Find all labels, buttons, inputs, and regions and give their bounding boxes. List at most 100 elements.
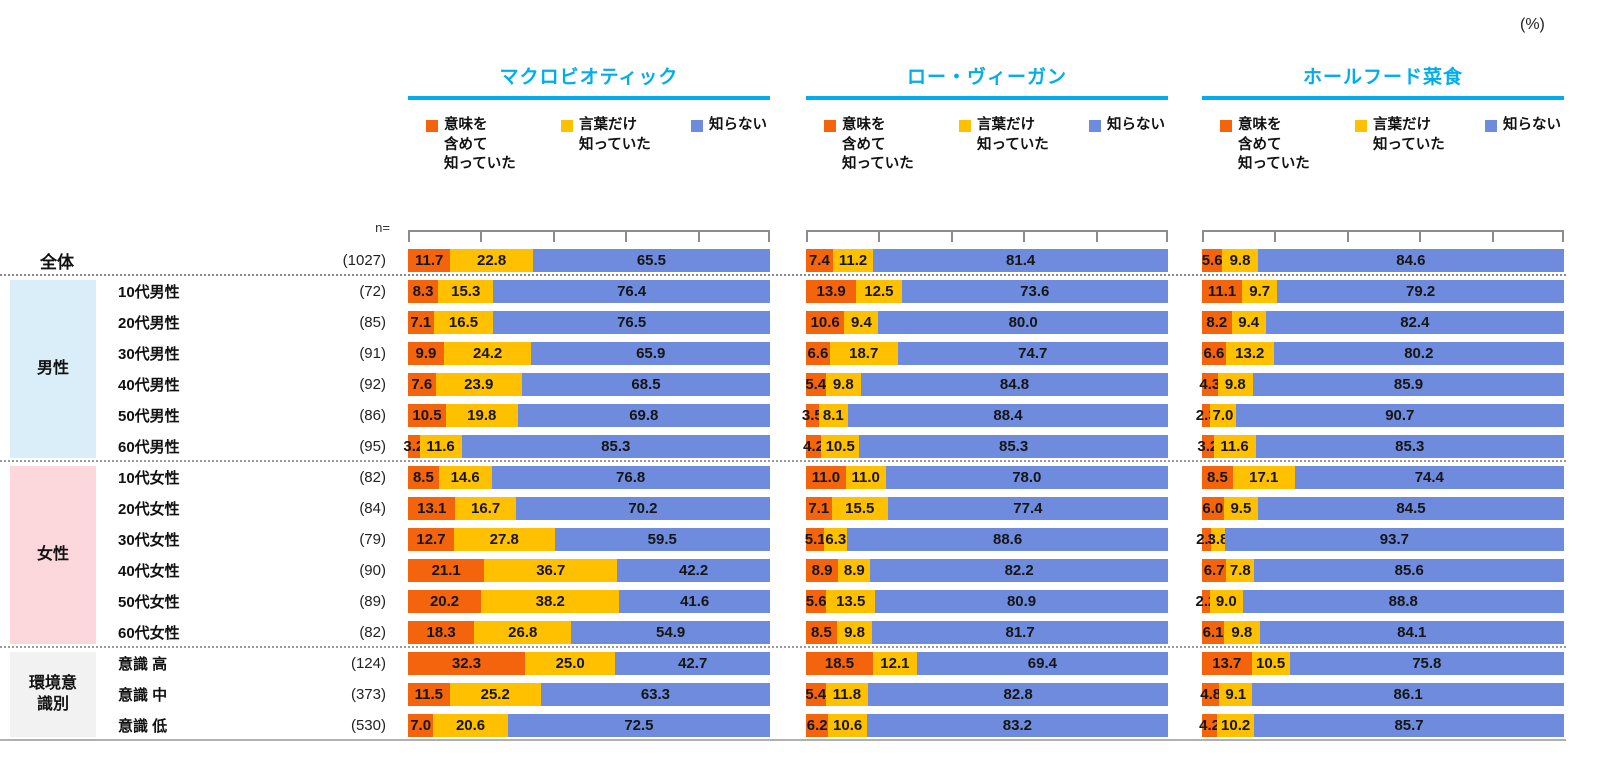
axis-tick [408,232,410,242]
segment-value-label: 63.3 [640,686,671,703]
segment-value-label: 8.5 [1206,469,1228,486]
n-value: (89) [359,593,386,610]
bar-segment-unknown: 82.8 [868,683,1168,706]
bar-segment-known-meaning: 13.7 [1202,652,1252,675]
stacked-bar: 8.2 9.4 82.4 [1202,311,1564,334]
segment-value-label: 84.5 [1396,500,1426,517]
segment-value-label: 5.6 [805,593,827,610]
segment-value-label: 12.1 [880,655,910,672]
bar-segment-known-meaning: 8.5 [408,466,439,489]
bar-segment-known-word: 8.1 [818,404,848,427]
bar-segment-known-meaning: 6.7 [1202,559,1227,582]
segment-value-label: 3.8 [1207,531,1229,548]
stacked-bar: 11.1 9.7 79.2 [1202,280,1564,303]
stacked-bar: 11.0 11.0 78.0 [806,466,1168,489]
bar-segment-unknown: 80.0 [878,311,1168,334]
n-equals-header: n= [375,220,390,235]
segment-value-label: 11.0 [811,469,841,486]
stacked-bar: 7.4 11.2 81.4 [806,249,1168,272]
segment-value-label: 82.4 [1400,314,1430,331]
axis-tick [1562,232,1564,242]
bar-segment-known-word: 11.6 [1213,435,1256,458]
bar-segment-known-meaning: 11.0 [806,466,846,489]
bar-cell: 4.3 9.8 85.9 [1199,369,1564,400]
bar-segment-known-word: 11.6 [419,435,462,458]
axis-tick [806,232,808,242]
bar-segment-unknown: 82.4 [1265,311,1564,334]
segment-value-label: 8.1 [822,407,844,424]
bar-segment-known-word: 9.0 [1209,590,1243,613]
axis-tick [1346,232,1349,242]
bar-segment-known-word: 24.2 [443,342,532,365]
separator-male-female [0,460,1566,462]
n-value: (72) [359,283,386,300]
segment-value-label: 42.2 [678,562,709,579]
bar-segment-known-meaning: 9.9 [408,342,444,365]
segment-value-label: 77.4 [1013,500,1043,517]
axis-tick [878,232,881,242]
bar-segment-unknown: 42.7 [615,652,770,675]
bar-segment-known-meaning: 7.1 [408,311,434,334]
separator-total-male [0,274,1566,276]
bar-segment-unknown: 88.4 [847,404,1168,427]
bar-segment-unknown: 41.6 [619,590,770,613]
bar-segment-known-word: 20.6 [433,714,508,737]
legend-label: 言葉だけ 知っていた [579,117,651,153]
legend-item: 意味を 含めて 知っていた [1220,116,1355,175]
row-label: 60代女性 [118,625,180,642]
axis-tick [697,232,700,242]
bar-segment-known-word: 25.0 [524,652,616,675]
stacked-bar: 21.1 36.7 42.2 [408,559,770,582]
bar-cell: 3.5 8.1 88.4 [802,400,1168,431]
bar-cell: 18.3 26.8 54.9 [408,617,770,648]
segment-value-label: 13.5 [836,593,866,610]
bar-segment-unknown: 80.2 [1273,342,1564,365]
segment-value-label: 9.1 [1225,686,1247,703]
segment-value-label: 3.5 [801,407,823,424]
stacked-bar: 3.2 11.6 85.3 [1197,435,1564,458]
segment-value-label: 6.0 [1202,500,1224,517]
bar-segment-known-word: 18.7 [829,342,898,365]
bar-segment-unknown: 63.3 [540,683,770,706]
stacked-bar: 7.1 15.5 77.4 [806,497,1168,520]
bar-segment-known-word: 7.8 [1226,559,1255,582]
axis-tick [1419,232,1422,242]
segment-value-label: 16.5 [448,314,479,331]
segment-value-label: 72.5 [624,717,654,734]
stacked-bar: 5.6 13.5 80.9 [806,590,1168,613]
bar-segment-unknown: 78.0 [885,466,1168,489]
bar-segment-unknown: 79.2 [1277,280,1564,303]
bar-segment-unknown: 65.5 [532,249,770,272]
bar-segment-known-word: 8.9 [838,559,871,582]
bar-cell: 8.9 8.9 82.2 [806,555,1168,586]
bar-segment-known-word: 13.2 [1225,342,1274,365]
chart-legend: 意味を 含めて 知っていた 言葉だけ 知っていた 知らない [1202,116,1564,175]
bar-segment-unknown: 83.2 [866,714,1168,737]
bar-segment-known-word: 25.2 [449,683,541,706]
bar-segment-known-meaning: 20.2 [408,590,482,613]
stacked-bar: 7.6 23.9 68.5 [408,373,770,396]
bar-segment-known-word: 36.7 [484,559,618,582]
bar-segment-known-word: 14.6 [438,466,492,489]
bar-segment-known-meaning: 7.0 [408,714,434,737]
bar-segment-known-meaning: 3.5 [802,404,823,427]
n-value: (373) [350,686,386,703]
bar-segment-known-meaning: 7.1 [806,497,832,520]
row-label: 50代女性 [118,594,180,611]
segment-value-label: 73.6 [1020,283,1050,300]
bar-segment-unknown: 76.5 [493,311,771,334]
legend-swatch-known-word [1355,120,1367,132]
segment-value-label: 13.7 [1212,655,1242,672]
bar-segment-unknown: 90.7 [1235,404,1564,427]
stacked-bar: 10.6 9.4 80.0 [806,311,1168,334]
bar-segment-unknown: 88.8 [1242,590,1564,613]
group-label-cell: 全体 [40,253,74,272]
bar-segment-unknown: 84.1 [1259,621,1564,644]
axis-tick [950,232,953,242]
segment-value-label: 8.3 [412,283,434,300]
bar-segment-known-meaning: 10.6 [806,311,845,334]
segment-value-label: 5.4 [805,376,827,393]
bar-segment-known-meaning: 6.0 [1202,497,1224,520]
legend-label: 知らない [709,117,767,133]
bar-cell: 7.0 20.6 72.5 [408,710,771,741]
